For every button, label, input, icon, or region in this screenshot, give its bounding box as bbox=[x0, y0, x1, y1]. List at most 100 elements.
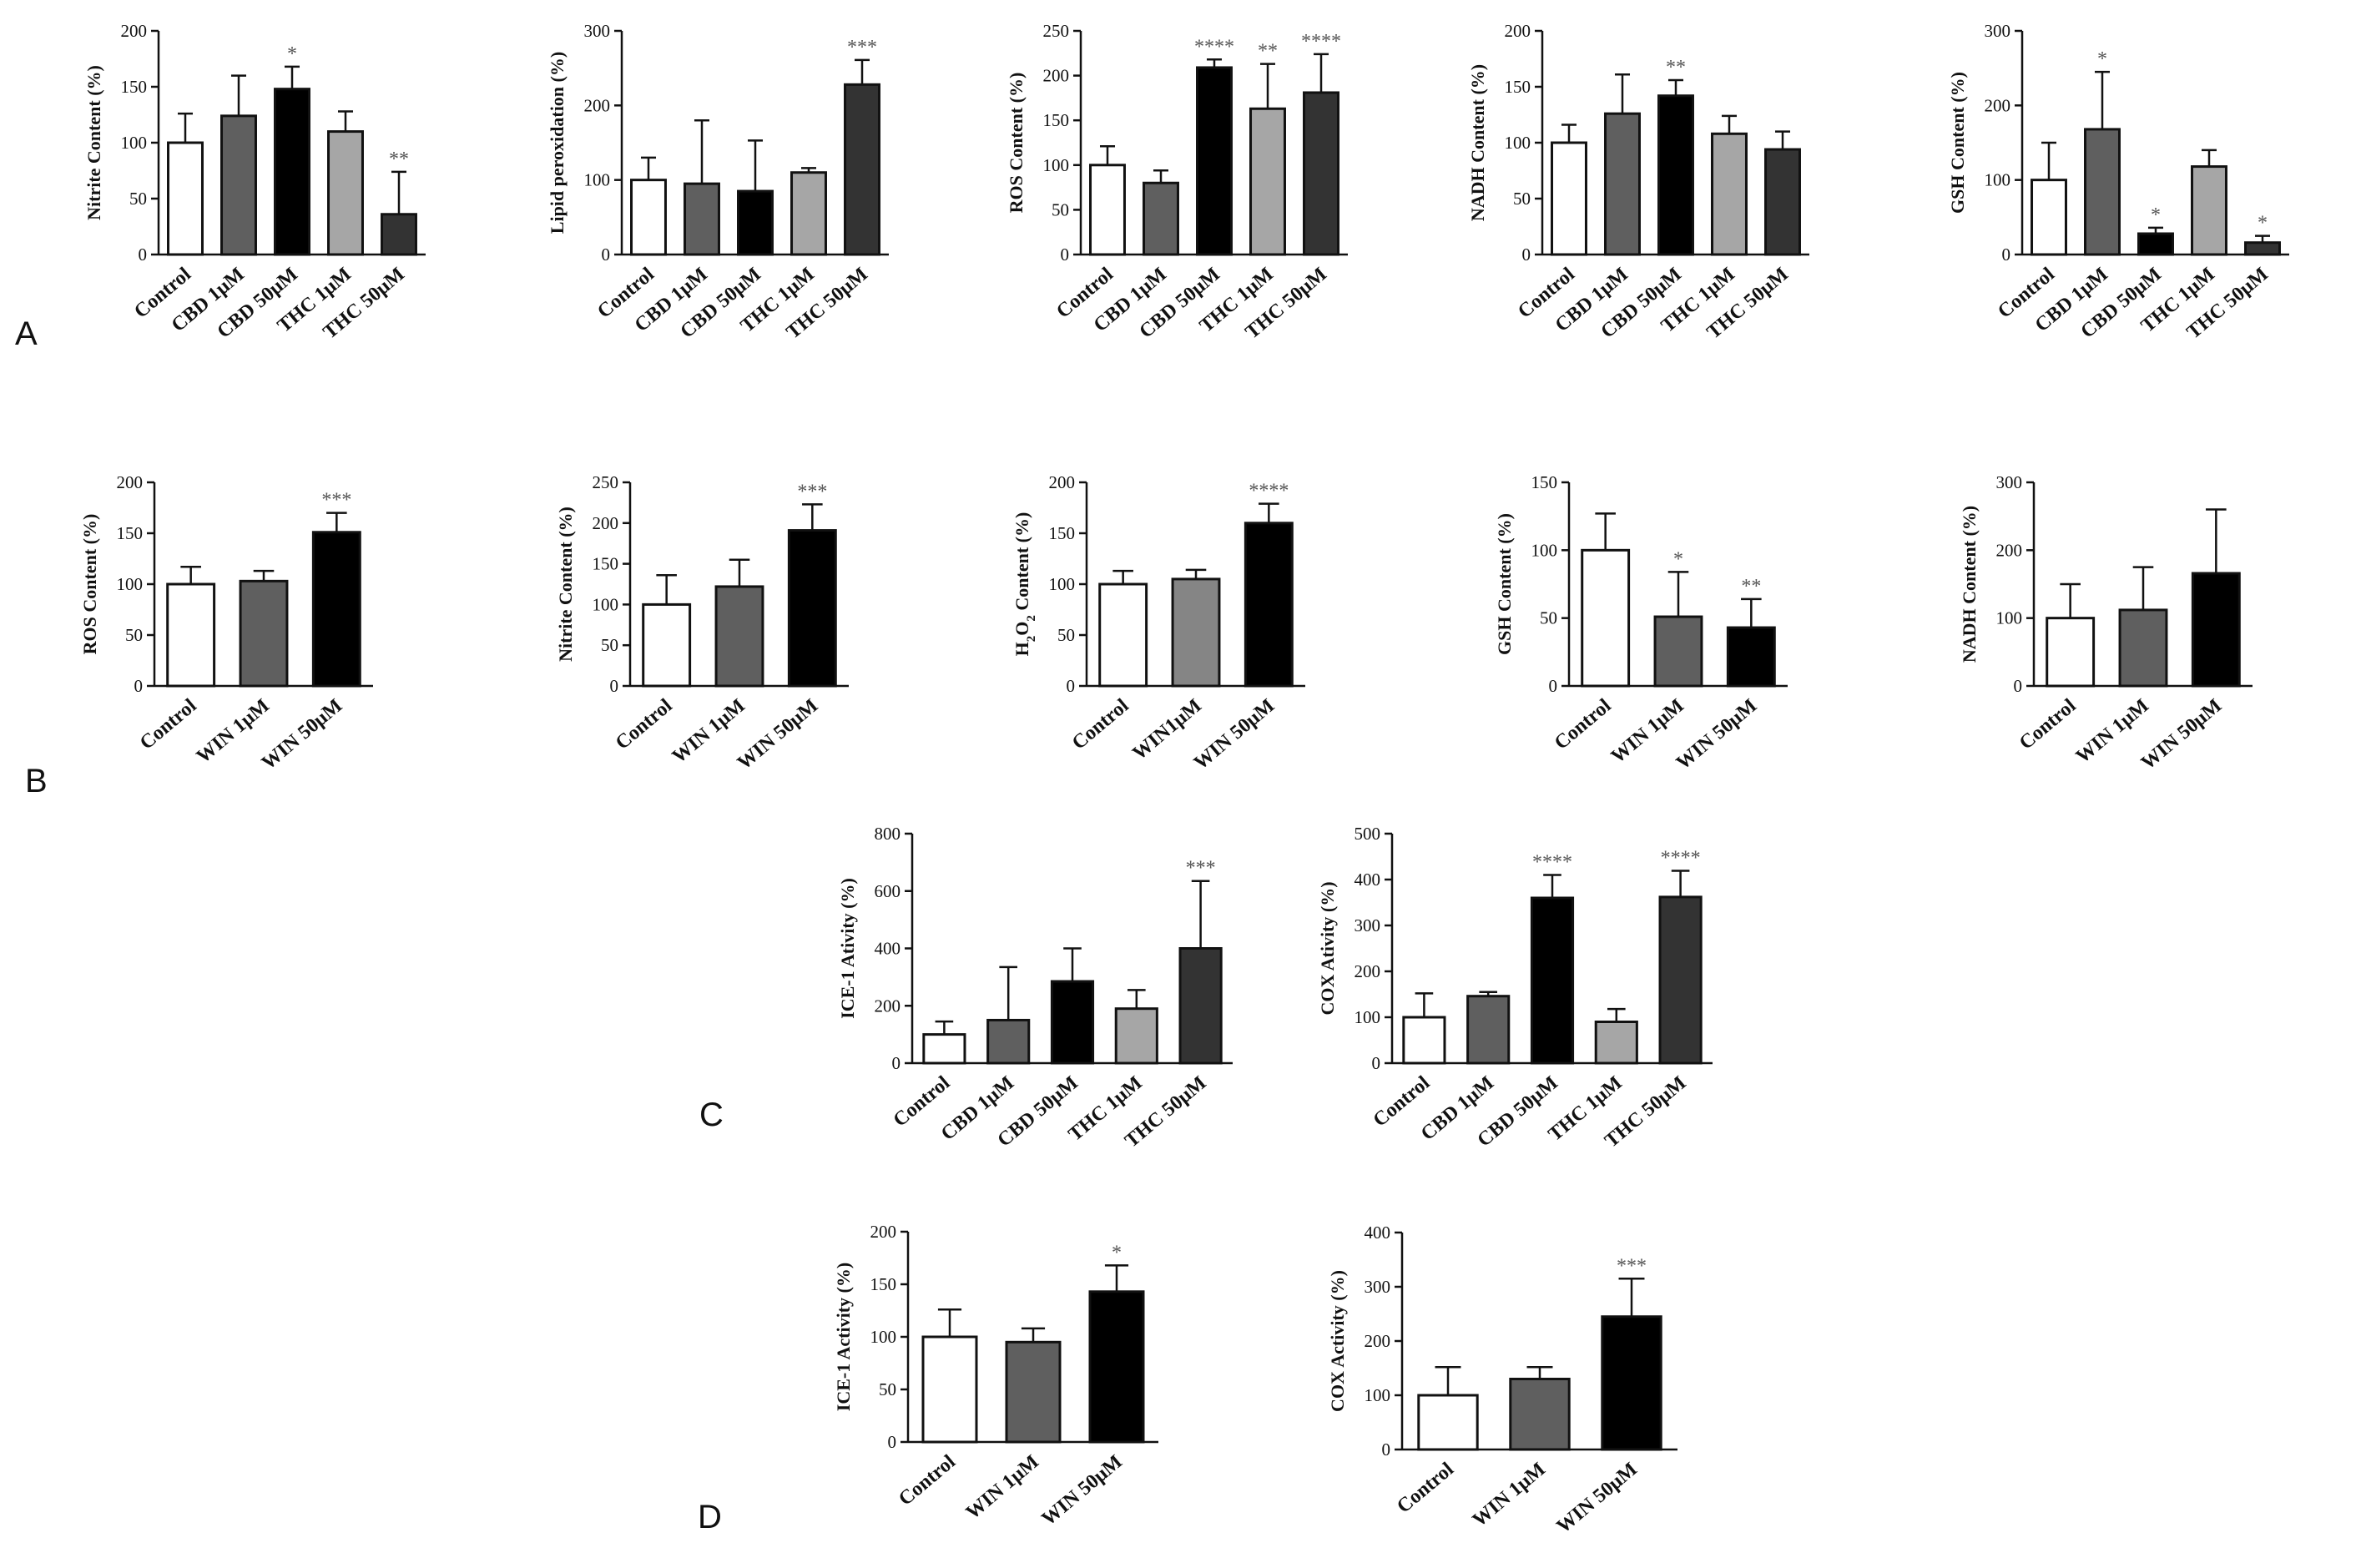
significance-label: *** bbox=[1617, 1255, 1647, 1277]
y-tick-label: 0 bbox=[2014, 676, 2023, 696]
bar-thc-50-m bbox=[381, 213, 417, 256]
y-tick-label: 0 bbox=[610, 676, 619, 696]
bar-win-1-m bbox=[1653, 615, 1703, 688]
bar-thc-1-m bbox=[327, 130, 364, 256]
y-tick-label: 100 bbox=[1355, 1007, 1381, 1027]
y-tick-label: 150 bbox=[1049, 523, 1076, 543]
category-label: WIN 50μM bbox=[734, 695, 822, 774]
y-tick-label: 400 bbox=[1365, 1223, 1391, 1243]
y-tick-label: 0 bbox=[2002, 245, 2011, 265]
y-tick-label: 50 bbox=[129, 189, 147, 209]
bar-control bbox=[1098, 582, 1148, 688]
y-axis-label: COX Ativity (%) bbox=[1317, 881, 1338, 1015]
y-tick-label: 200 bbox=[1996, 540, 2023, 560]
y-tick-label: 300 bbox=[584, 21, 611, 41]
y-tick-label: 200 bbox=[584, 95, 611, 115]
category-label: WIN 50μM bbox=[1038, 1451, 1127, 1530]
significance-label: **** bbox=[1532, 852, 1572, 874]
y-tick-label: 400 bbox=[875, 939, 901, 959]
significance-label: * bbox=[2151, 204, 2161, 226]
bar-control bbox=[1402, 1016, 1446, 1065]
bar-win-50-m bbox=[1244, 522, 1294, 688]
bar-cbd-50-m bbox=[1196, 66, 1233, 256]
bar-cbd-50-m bbox=[274, 88, 310, 256]
y-tick-label: 150 bbox=[870, 1274, 897, 1294]
bar-thc-1-m bbox=[1249, 107, 1286, 256]
bar-win-50-m bbox=[311, 531, 361, 688]
panel-label-a: A bbox=[15, 315, 38, 352]
bar-control bbox=[1551, 141, 1587, 256]
y-axis-label: NADH Content (%) bbox=[1467, 64, 1488, 221]
bar-win-50-m bbox=[1088, 1290, 1145, 1444]
y-tick-label: 0 bbox=[139, 245, 148, 265]
bar-win-50-m bbox=[1601, 1315, 1662, 1451]
y-axis-label: Lipid peroxidation (%) bbox=[547, 52, 568, 234]
category-label: Control bbox=[2015, 694, 2081, 754]
bar-thc-50-m bbox=[1178, 947, 1223, 1065]
y-tick-label: 150 bbox=[121, 77, 148, 97]
y-tick-label: 200 bbox=[875, 996, 901, 1016]
y-tick-label: 200 bbox=[1505, 21, 1531, 41]
y-axis-label: ROS Content (%) bbox=[1006, 73, 1027, 214]
y-tick-label: 200 bbox=[1043, 66, 1070, 86]
y-tick-label: 100 bbox=[593, 594, 619, 614]
significance-label: ** bbox=[1258, 41, 1278, 63]
y-tick-label: 100 bbox=[1505, 133, 1531, 153]
significance-label: ** bbox=[389, 149, 409, 170]
bar-win-50-m bbox=[1726, 626, 1776, 688]
bar-cbd-50-m bbox=[2137, 232, 2174, 256]
y-tick-label: 0 bbox=[1382, 1439, 1391, 1460]
significance-label: * bbox=[1112, 1242, 1122, 1263]
bar-cbd-50-m bbox=[1530, 896, 1575, 1065]
y-tick-label: 100 bbox=[870, 1327, 897, 1347]
y-tick-label: 200 bbox=[1985, 95, 2011, 115]
y-axis-label: H2O2 Content (%) bbox=[1011, 512, 1038, 657]
significance-label: *** bbox=[321, 490, 351, 512]
significance-label: * bbox=[2258, 213, 2268, 234]
bar-thc-1-m bbox=[1711, 132, 1748, 256]
y-tick-label: 200 bbox=[121, 21, 148, 41]
y-tick-label: 200 bbox=[870, 1222, 897, 1242]
bar-thc-1-m bbox=[790, 171, 827, 256]
category-label: WIN 1μM bbox=[962, 1451, 1043, 1524]
y-tick-label: 150 bbox=[593, 554, 619, 574]
y-tick-label: 150 bbox=[1505, 77, 1531, 97]
bar-cbd-1-m bbox=[220, 114, 257, 256]
bar-win-1-m bbox=[2118, 608, 2168, 688]
bar-thc-50-m bbox=[1303, 91, 1339, 256]
y-tick-label: 100 bbox=[1996, 608, 2023, 628]
y-tick-label: 250 bbox=[1043, 21, 1070, 41]
y-tick-label: 0 bbox=[1522, 245, 1531, 265]
y-tick-label: 100 bbox=[121, 133, 148, 153]
bar-control bbox=[167, 141, 204, 256]
panel-label-c: C bbox=[699, 1097, 724, 1133]
y-tick-label: 150 bbox=[1043, 110, 1070, 130]
y-tick-label: 500 bbox=[1355, 824, 1381, 844]
y-tick-label: 150 bbox=[1531, 472, 1558, 492]
y-tick-label: 300 bbox=[1985, 21, 2011, 41]
bar-win-1-m bbox=[714, 585, 764, 688]
bar-cbd-1-m bbox=[2084, 128, 2121, 256]
y-tick-label: 50 bbox=[1540, 608, 1557, 628]
y-axis-label: GSH Content (%) bbox=[1947, 72, 1968, 214]
bar-thc-1-m bbox=[2191, 165, 2227, 256]
significance-label: **** bbox=[1194, 36, 1234, 58]
category-label: WIN 50μM bbox=[1553, 1459, 1642, 1538]
y-tick-label: 100 bbox=[584, 170, 611, 190]
bar-cbd-1-m bbox=[1604, 112, 1641, 256]
panel-label-b: B bbox=[25, 763, 48, 799]
y-tick-label: 300 bbox=[1365, 1277, 1391, 1297]
bar-control bbox=[1417, 1394, 1479, 1451]
y-tick-label: 50 bbox=[879, 1379, 896, 1399]
significance-label: *** bbox=[1186, 858, 1216, 880]
bar-cbd-50-m bbox=[1657, 94, 1694, 256]
bar-cbd-1-m bbox=[684, 182, 720, 256]
y-tick-label: 600 bbox=[875, 881, 901, 901]
category-label: Control bbox=[1068, 694, 1133, 754]
